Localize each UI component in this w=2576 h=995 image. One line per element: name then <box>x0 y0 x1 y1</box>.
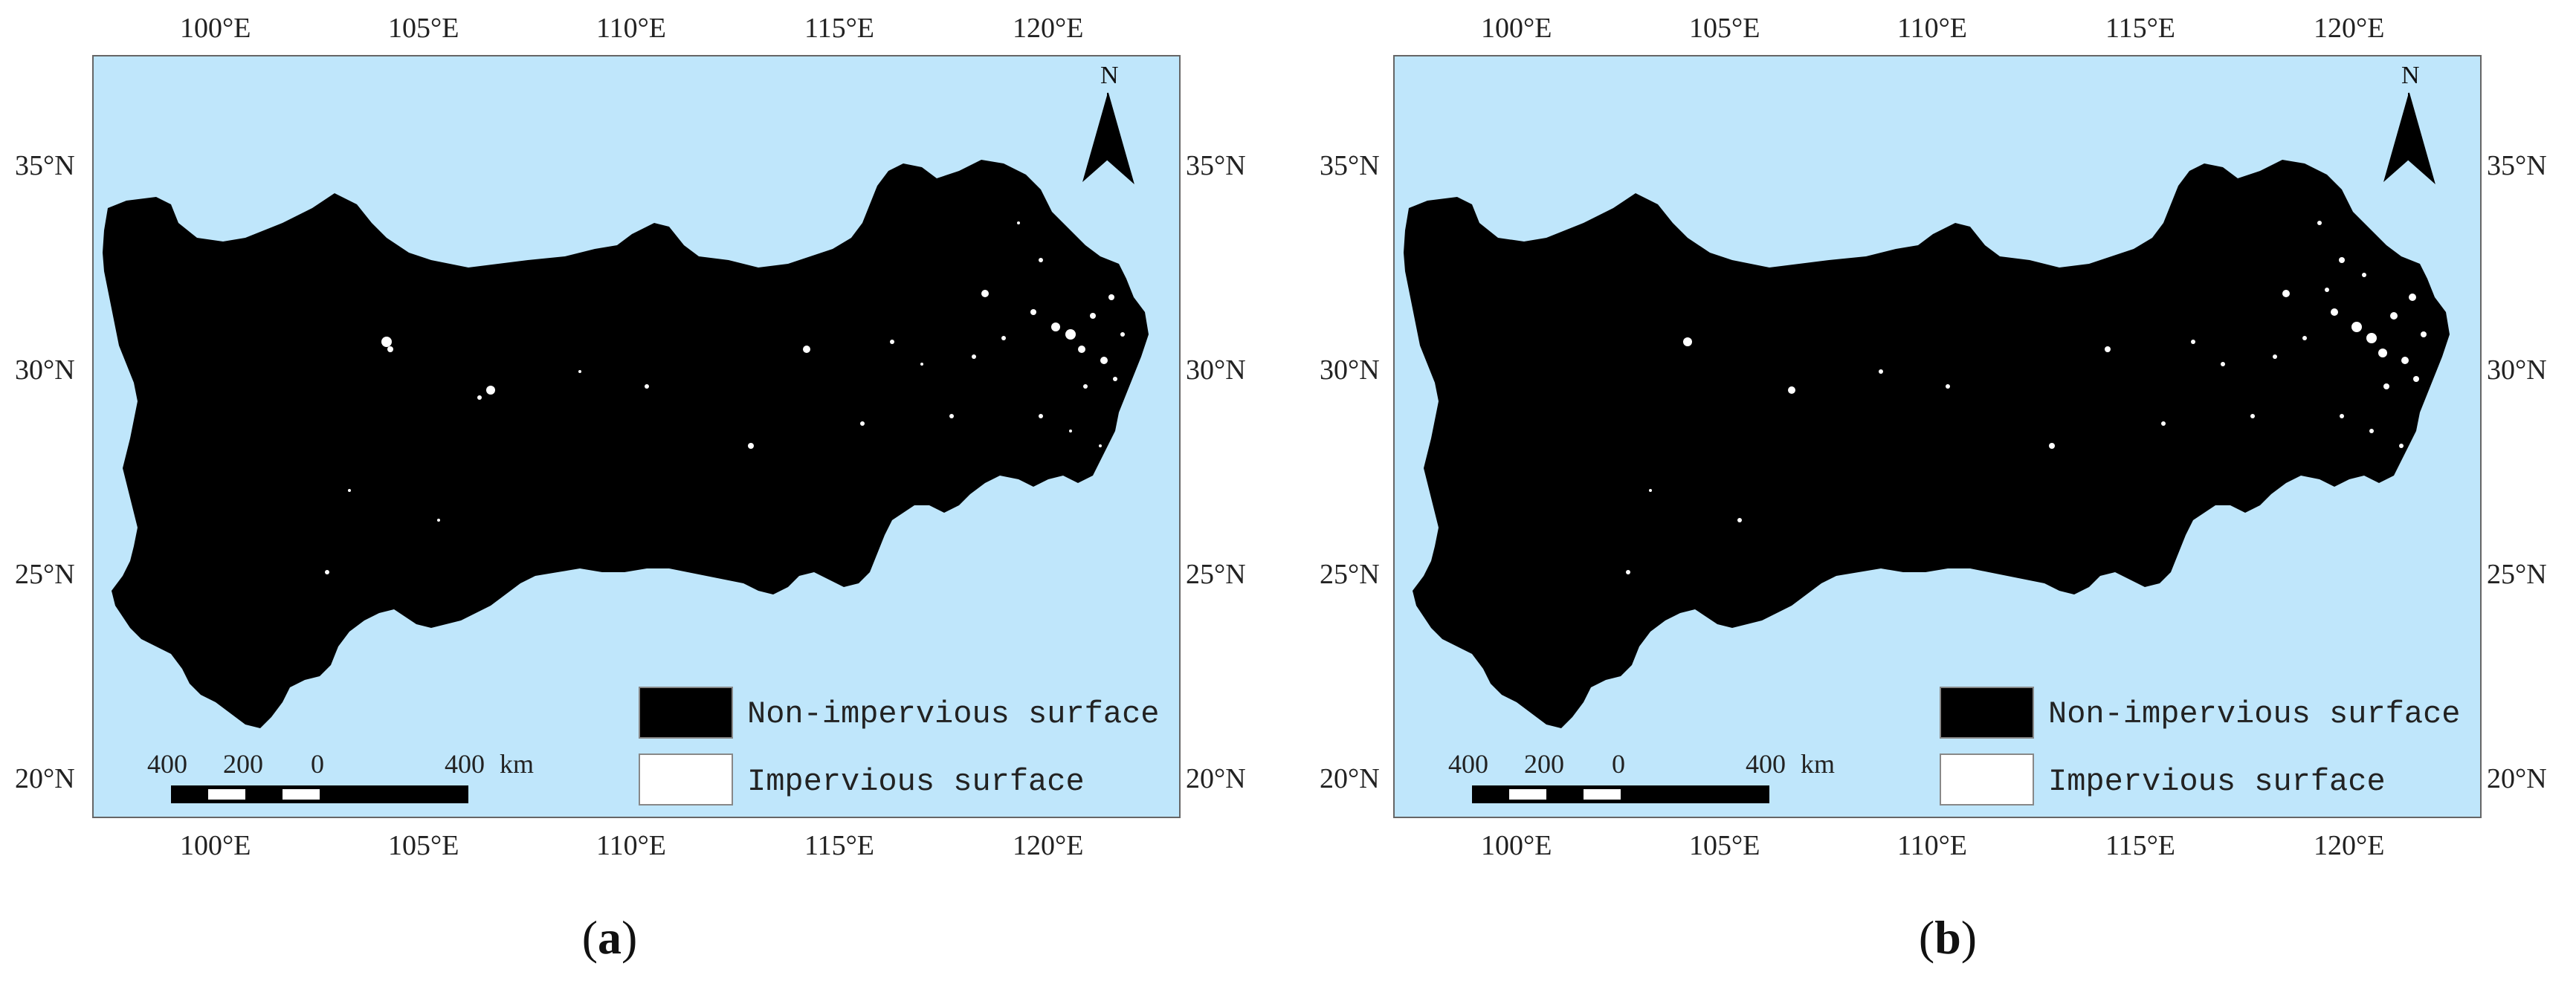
lat-label: 30°N <box>1186 354 1246 386</box>
legend-label-non-impervious: Non-impervious surface <box>2048 696 2461 732</box>
lon-labels-top: 100°E 105°E 110°E 115°E 120°E <box>1481 13 2384 44</box>
legend-swatch-non-impervious <box>639 687 733 739</box>
lat-label: 30°N <box>1320 354 1380 386</box>
lat-label: 25°N <box>15 559 75 590</box>
north-arrow-icon: N <box>2383 62 2435 185</box>
lat-label: 35°N <box>15 150 75 181</box>
lat-labels-right: 35°N 30°N 25°N 20°N <box>1186 150 1246 794</box>
lon-label: 100°E <box>180 830 251 861</box>
lon-label: 115°E <box>804 830 874 861</box>
lon-label: 110°E <box>596 830 666 861</box>
map-figure-a: 100°E 105°E 110°E 115°E 120°E 100°E 105°… <box>15 13 1246 861</box>
north-arrow-icon: N <box>1082 62 1134 185</box>
label-open: ( <box>1918 911 1935 964</box>
lat-label: 20°N <box>2487 763 2547 794</box>
map-panel-a: 100°E 105°E 110°E 115°E 120°E 100°E 105°… <box>15 13 1246 965</box>
legend-label-impervious: Impervious surface <box>2048 764 2386 800</box>
map-panel-b: 100°E 105°E 110°E 115°E 120°E 100°E 105°… <box>1316 0 2576 995</box>
scale-unit: km <box>500 749 534 779</box>
lat-label: 30°N <box>15 354 75 386</box>
panel-label-a: (a) <box>535 910 684 965</box>
lat-label: 35°N <box>1186 150 1246 181</box>
legend: Non-impervious surface Impervious surfac… <box>639 687 1160 806</box>
scale-tick: 400 <box>445 749 485 779</box>
legend: Non-impervious surface Impervious surfac… <box>1940 687 2461 806</box>
urban-areas <box>325 221 1125 574</box>
lat-label: 25°N <box>1186 559 1246 590</box>
scale-unit: km <box>1801 749 1835 779</box>
scale-tick: 400 <box>1746 749 1786 779</box>
lon-label: 105°E <box>1689 830 1760 861</box>
scale-tick: 200 <box>223 749 263 779</box>
lon-label: 100°E <box>180 13 251 44</box>
north-label: N <box>1100 62 1119 89</box>
north-label: N <box>2401 62 2420 89</box>
lon-label: 110°E <box>1897 13 1967 44</box>
panel-label-b: (b) <box>1873 910 2022 965</box>
scale-tick: 400 <box>1448 749 1488 779</box>
legend-swatch-non-impervious <box>1940 687 2034 739</box>
land-region <box>1404 160 2450 728</box>
lon-label: 120°E <box>2314 830 2384 861</box>
lon-label: 115°E <box>2105 830 2175 861</box>
lon-label: 100°E <box>1481 830 1552 861</box>
lon-label: 100°E <box>1481 13 1552 44</box>
label-close: ) <box>1960 911 1978 964</box>
lon-label: 110°E <box>596 13 666 44</box>
lon-label: 110°E <box>1897 830 1967 861</box>
lon-label: 105°E <box>388 830 459 861</box>
lon-label: 120°E <box>2314 13 2384 44</box>
scale-tick: 0 <box>1612 749 1625 779</box>
label-open: ( <box>581 911 598 964</box>
lon-label: 115°E <box>804 13 874 44</box>
lat-labels-left: 35°N 30°N 25°N 20°N <box>15 150 75 794</box>
lat-label: 20°N <box>1186 763 1246 794</box>
label-letter: a <box>598 911 622 964</box>
label-close: ) <box>622 911 638 964</box>
lon-label: 105°E <box>1689 13 1760 44</box>
lat-label: 25°N <box>2487 559 2547 590</box>
lon-labels-bottom: 100°E 105°E 110°E 115°E 120°E <box>180 830 1083 861</box>
lat-label: 20°N <box>15 763 75 794</box>
lon-labels-bottom: 100°E 105°E 110°E 115°E 120°E <box>1481 830 2384 861</box>
lon-labels-top: 100°E 105°E 110°E 115°E 120°E <box>180 13 1083 44</box>
scale-tick: 200 <box>1524 749 1564 779</box>
lon-label: 120°E <box>1013 830 1083 861</box>
scale-bar: 400 200 0 400 km <box>147 749 534 803</box>
lat-label: 30°N <box>2487 354 2547 386</box>
lon-label: 120°E <box>1013 13 1083 44</box>
lat-label: 20°N <box>1320 763 1380 794</box>
legend-swatch-impervious <box>639 753 733 806</box>
urban-areas <box>1626 221 2427 574</box>
label-letter: b <box>1934 911 1961 964</box>
legend-label-impervious: Impervious surface <box>747 764 1085 800</box>
lon-label: 115°E <box>2105 13 2175 44</box>
lat-labels-left: 35°N 30°N 25°N 20°N <box>1320 150 1380 794</box>
lat-label: 35°N <box>1320 150 1380 181</box>
legend-label-non-impervious: Non-impervious surface <box>747 696 1160 732</box>
scale-bar: 400 200 0 400 km <box>1448 749 1835 803</box>
lat-label: 25°N <box>1320 559 1380 590</box>
lat-labels-right: 35°N 30°N 25°N 20°N <box>2487 150 2547 794</box>
map-figure-b: 100°E 105°E 110°E 115°E 120°E 100°E 105°… <box>1320 13 2547 861</box>
lon-label: 105°E <box>388 13 459 44</box>
scale-tick: 400 <box>147 749 187 779</box>
scale-tick: 0 <box>311 749 324 779</box>
legend-swatch-impervious <box>1940 753 2034 806</box>
lat-label: 35°N <box>2487 150 2547 181</box>
land-region <box>103 160 1149 728</box>
